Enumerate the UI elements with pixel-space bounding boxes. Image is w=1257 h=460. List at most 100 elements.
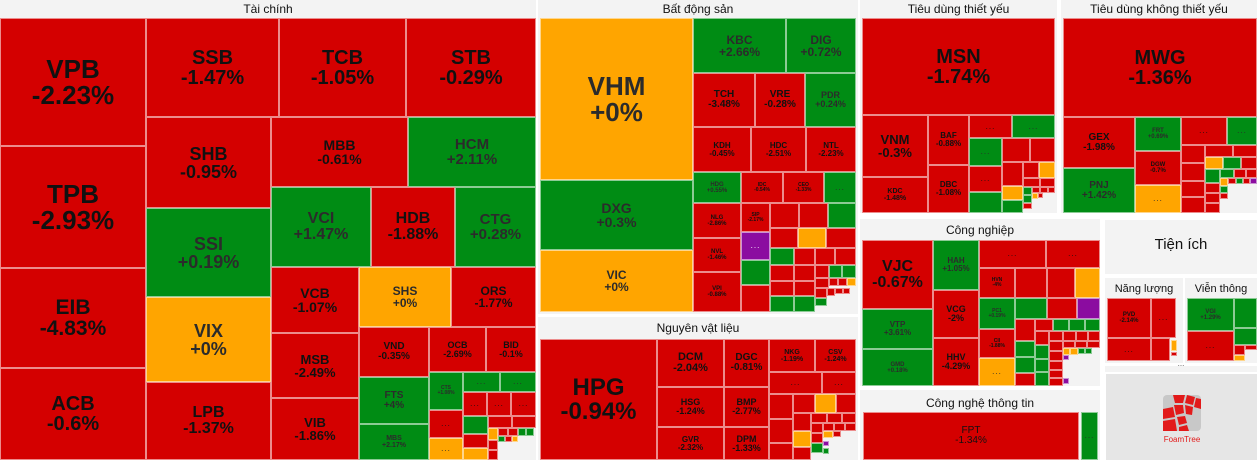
foamtree-logo[interactable]: FoamTree — [1163, 395, 1201, 444]
tile-more[interactable] — [1002, 162, 1023, 186]
tile-vic[interactable]: VIC +0% — [540, 250, 693, 312]
tile-more[interactable] — [770, 296, 794, 312]
sector-discretionary[interactable]: Tiêu dùng không thiết yếu MWG -1.36% GEX -… — [1061, 0, 1257, 213]
tile-vcg[interactable]: VCG -2% — [933, 290, 979, 338]
tile-more[interactable] — [829, 265, 842, 278]
tile-more[interactable] — [835, 248, 856, 265]
tile-more[interactable] — [1234, 169, 1246, 178]
tile-more[interactable] — [1049, 331, 1063, 341]
tile-more[interactable] — [1181, 197, 1205, 213]
tile-fpt[interactable]: FPT -1.34% — [863, 412, 1079, 460]
tile-more[interactable] — [835, 288, 843, 294]
tile-ssi[interactable]: SSI +0.19% — [146, 208, 271, 297]
tile-more[interactable] — [1171, 340, 1177, 351]
tile-stb[interactable]: STB -0.29% — [406, 18, 536, 117]
tile-more[interactable] — [1220, 186, 1228, 193]
tile-more[interactable] — [512, 436, 518, 442]
tile-more[interactable] — [1151, 338, 1170, 361]
tile-more[interactable] — [828, 203, 856, 228]
tile-more[interactable] — [488, 450, 498, 460]
tile-mwg[interactable]: MWG -1.36% — [1063, 18, 1257, 117]
tile-more[interactable]: ... — [463, 392, 487, 416]
tile-more[interactable]: ... — [1107, 338, 1151, 361]
tile-vjc[interactable]: VJC -0.67% — [862, 240, 933, 309]
tile-more[interactable]: ... — [824, 172, 856, 203]
tile-more[interactable] — [1228, 178, 1236, 184]
sector-industrials[interactable]: Công nghiệp VJC -0.67% VTP +3.61% GMD +0.18… — [860, 219, 1100, 386]
tile-vcb[interactable]: VCB -1.07% — [271, 267, 359, 333]
tile-more[interactable] — [1205, 183, 1220, 193]
tile-more[interactable] — [1085, 348, 1092, 354]
tile-ntl[interactable]: NTL -2.23% — [806, 127, 856, 172]
tile-vpi[interactable]: VPI -0.88% — [693, 272, 741, 312]
tile-more[interactable] — [488, 428, 498, 440]
tile-more[interactable] — [847, 278, 856, 286]
tile-dcm[interactable]: DCM -2.04% — [657, 339, 724, 387]
tile-more[interactable] — [1234, 345, 1245, 355]
tile-more[interactable] — [1076, 331, 1088, 341]
tile-more[interactable] — [1049, 370, 1063, 378]
tile-more[interactable] — [815, 298, 827, 306]
sector-realestate[interactable]: Bất động sản VHM +0% KBC +2.66% DIG +0.72% … — [538, 0, 858, 314]
tile-gvr[interactable]: GVR -2.32% — [657, 427, 724, 460]
tile-more[interactable] — [1035, 331, 1049, 345]
tile-more[interactable] — [1015, 268, 1047, 298]
tile-more[interactable] — [1075, 268, 1100, 298]
tile-more[interactable] — [793, 394, 815, 413]
tile-more[interactable] — [463, 448, 488, 460]
tile-vpb[interactable]: VPB -2.23% — [0, 18, 146, 146]
sector-telecom[interactable]: Viễn thông VGI +1.29% ... — [1185, 278, 1257, 363]
tile-more[interactable] — [798, 228, 826, 248]
tile-more[interactable] — [518, 428, 526, 436]
tile-more[interactable] — [845, 423, 856, 431]
tile-more[interactable] — [498, 428, 508, 436]
tile-vib[interactable]: VIB -1.86% — [271, 398, 359, 460]
tile-bid[interactable]: BID -0.1% — [486, 327, 536, 372]
tile-more[interactable] — [793, 431, 811, 447]
tile-more[interactable] — [1032, 187, 1040, 193]
tile-more[interactable] — [1063, 341, 1075, 348]
tile-baf[interactable]: BAF -0.88% — [928, 115, 969, 165]
tile-more[interactable] — [1234, 298, 1257, 328]
tile-more[interactable] — [833, 431, 841, 437]
sector-it[interactable]: Công nghệ thông tin FPT -1.34% ... — [860, 390, 1100, 460]
tile-more[interactable] — [1023, 195, 1032, 203]
tile-more[interactable] — [741, 260, 770, 285]
tile-more[interactable] — [1040, 178, 1055, 187]
tile-sip[interactable]: SIP -2.17% — [741, 203, 770, 232]
tile-more[interactable] — [1015, 357, 1035, 373]
sector-energy[interactable]: Năng lượng PVD -2.14% ... ... — [1105, 278, 1183, 363]
tile-more[interactable] — [1205, 157, 1223, 169]
tile-more[interactable]: ... — [741, 232, 770, 260]
tile-more[interactable] — [769, 419, 793, 443]
tile-more[interactable] — [842, 413, 856, 423]
tile-nlg[interactable]: NLG -2.86% — [693, 203, 741, 238]
tile-more[interactable] — [842, 265, 856, 278]
tile-more[interactable] — [843, 288, 850, 294]
tile-more[interactable] — [1241, 157, 1257, 169]
tile-more[interactable] — [1015, 373, 1035, 386]
tile-more[interactable] — [1002, 138, 1030, 162]
tile-dpm[interactable]: DPM -1.33% — [724, 427, 769, 460]
tile-more[interactable] — [826, 228, 856, 248]
tile-more[interactable] — [1023, 203, 1032, 209]
tile-more[interactable] — [1223, 157, 1241, 169]
tile-more[interactable] — [463, 434, 488, 448]
tile-more[interactable]: ... — [1046, 240, 1100, 268]
tile-more[interactable] — [1032, 193, 1038, 199]
tile-more[interactable] — [1243, 178, 1250, 184]
tile-more[interactable] — [1077, 298, 1100, 319]
tile-more[interactable] — [1078, 348, 1085, 354]
tile-more[interactable] — [1049, 341, 1063, 351]
tile-more[interactable] — [1087, 341, 1100, 348]
tile-csv[interactable]: CSV -1.24% — [815, 339, 856, 372]
tile-more[interactable] — [1002, 200, 1023, 213]
tile-frt[interactable]: FRT +0.69% — [1135, 117, 1181, 151]
tile-more[interactable] — [829, 278, 838, 286]
tile-more[interactable] — [1088, 331, 1100, 341]
tile-dbc[interactable]: DBC -1.08% — [928, 165, 969, 213]
tile-more[interactable] — [1205, 193, 1220, 203]
tile-gex[interactable]: GEX -1.98% — [1063, 117, 1135, 168]
tile-hhv[interactable]: HHV -4.29% — [933, 338, 979, 386]
tile-more[interactable] — [794, 296, 815, 312]
